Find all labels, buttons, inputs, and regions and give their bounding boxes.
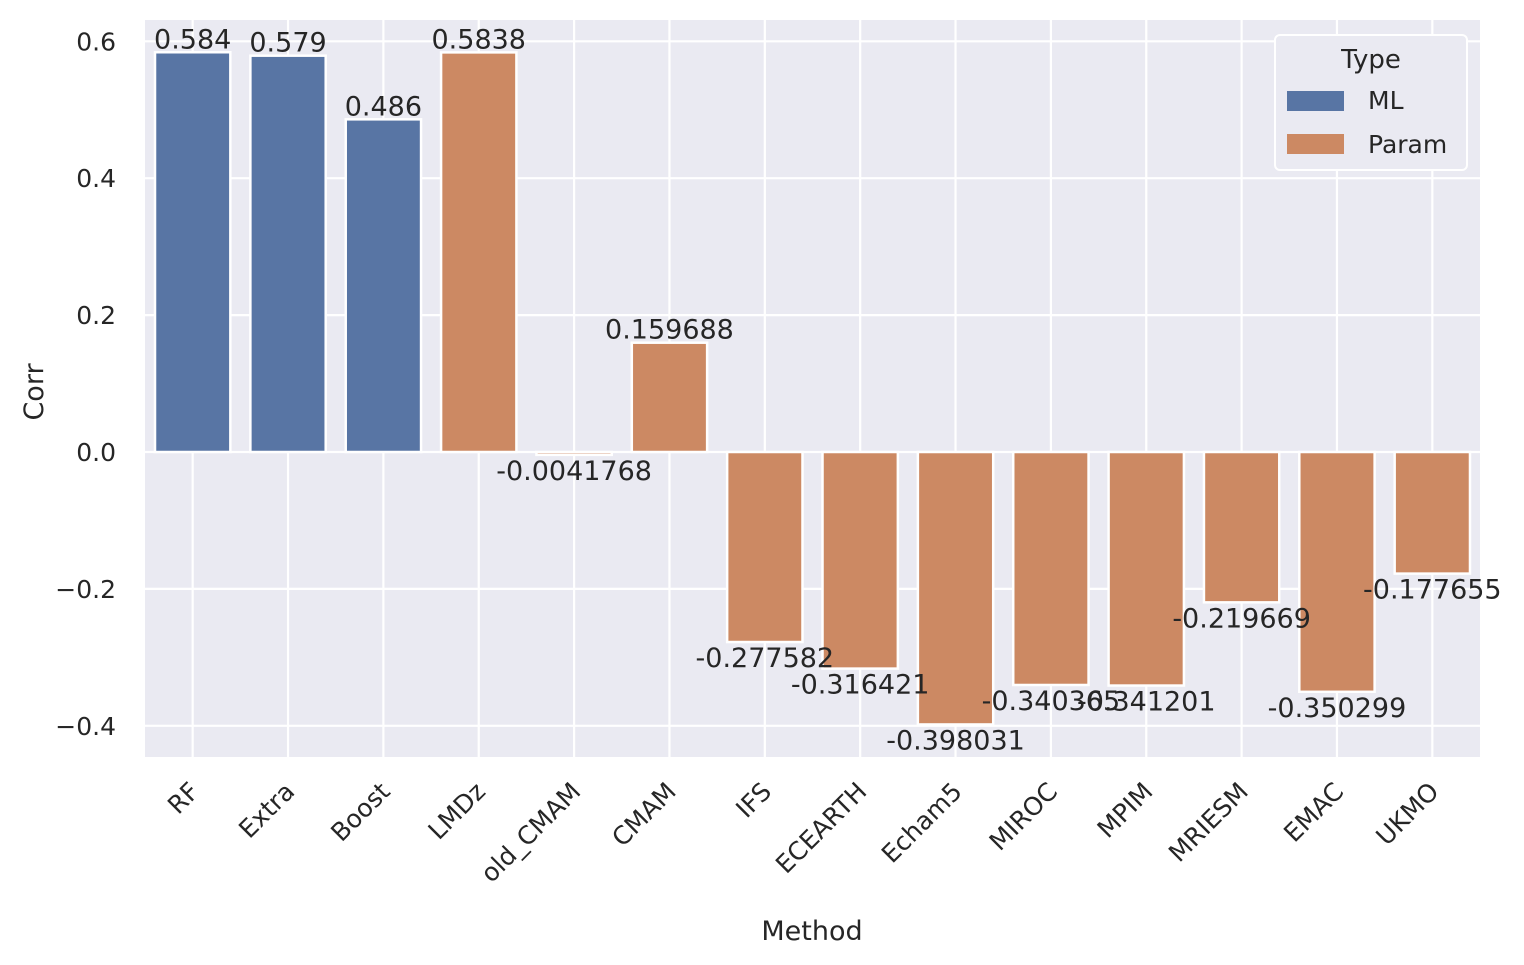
bar-ukmo bbox=[1393, 450, 1472, 575]
bar-value-label: -0.219669 bbox=[1172, 603, 1311, 634]
legend-label-param: Param bbox=[1368, 130, 1447, 159]
x-tick-label: Echam5 bbox=[876, 777, 968, 869]
bar-value-label: 0.5838 bbox=[432, 24, 526, 55]
bar-value-label: -0.277582 bbox=[696, 643, 835, 674]
bar-emac bbox=[1298, 450, 1376, 694]
legend-title: Type bbox=[1340, 45, 1401, 75]
y-tick-label: −0.2 bbox=[55, 575, 116, 604]
bar-value-label: 0.584 bbox=[154, 24, 231, 55]
legend: Type ML Param bbox=[1274, 34, 1468, 171]
bar-boost bbox=[344, 118, 423, 454]
bars bbox=[153, 51, 1472, 726]
bar-value-label: -0.350299 bbox=[1268, 693, 1407, 724]
x-tick-label: MPIM bbox=[1092, 777, 1159, 844]
bar-ifs bbox=[725, 450, 804, 644]
x-tick-label: ECEARTH bbox=[770, 777, 872, 879]
legend-label-ml: ML bbox=[1368, 86, 1404, 115]
bar-value-label: -0.398031 bbox=[886, 725, 1025, 756]
bar-echam5 bbox=[916, 450, 995, 726]
x-tick-label: CMAM bbox=[606, 777, 681, 852]
y-tick-label: 0.0 bbox=[76, 438, 116, 467]
bar-value-label: 0.159688 bbox=[605, 315, 734, 346]
bar-value-label: -0.177655 bbox=[1363, 575, 1502, 606]
bar-value-label: -0.341201 bbox=[1077, 687, 1216, 718]
legend-swatch-param bbox=[1287, 134, 1344, 154]
bar-value-label: -0.0041768 bbox=[496, 456, 652, 487]
x-tick-label: Boost bbox=[325, 777, 396, 848]
bar-miroc bbox=[1011, 450, 1090, 687]
y-tick-label: −0.4 bbox=[55, 712, 116, 741]
x-tick-label: old_CMAM bbox=[475, 777, 586, 888]
y-axis-ticks: −0.4 −0.2 0.0 0.2 0.4 0.6 bbox=[55, 27, 116, 741]
x-tick-label: IFS bbox=[730, 777, 777, 824]
y-tick-label: 0.6 bbox=[76, 27, 116, 56]
bar-old-cmam bbox=[535, 450, 614, 457]
x-tick-label: Extra bbox=[233, 777, 300, 844]
x-axis-title: Method bbox=[761, 916, 862, 947]
y-tick-label: 0.4 bbox=[76, 164, 116, 193]
x-tick-label: EMAC bbox=[1278, 777, 1349, 848]
bar-rf bbox=[153, 51, 232, 454]
bar-value-label: -0.340365 bbox=[982, 686, 1121, 717]
x-tick-label: MRIESM bbox=[1163, 777, 1254, 868]
bar-cmam bbox=[630, 341, 709, 454]
bar-value-label: 0.579 bbox=[249, 28, 326, 59]
x-tick-label: MIROC bbox=[984, 777, 1064, 857]
bar-mpim bbox=[1107, 450, 1186, 687]
y-axis-title: Corr bbox=[19, 363, 50, 421]
x-tick-label: UKMO bbox=[1370, 777, 1444, 851]
bar-value-label: -0.316421 bbox=[791, 670, 930, 701]
bar-lmdz bbox=[439, 51, 518, 454]
bar-ecearth bbox=[821, 450, 900, 670]
bar-value-labels: 0.584 0.579 0.486 0.5838 -0.0041768 0.159688 -… bbox=[154, 24, 1502, 756]
bar-mriesm bbox=[1202, 450, 1281, 604]
bar-value-label: 0.486 bbox=[345, 91, 422, 122]
legend-swatch-ml bbox=[1287, 91, 1344, 111]
bar-extra bbox=[249, 54, 327, 454]
x-tick-label: RF bbox=[162, 777, 205, 820]
x-tick-label: LMDz bbox=[422, 777, 491, 846]
y-tick-label: 0.2 bbox=[76, 301, 116, 330]
